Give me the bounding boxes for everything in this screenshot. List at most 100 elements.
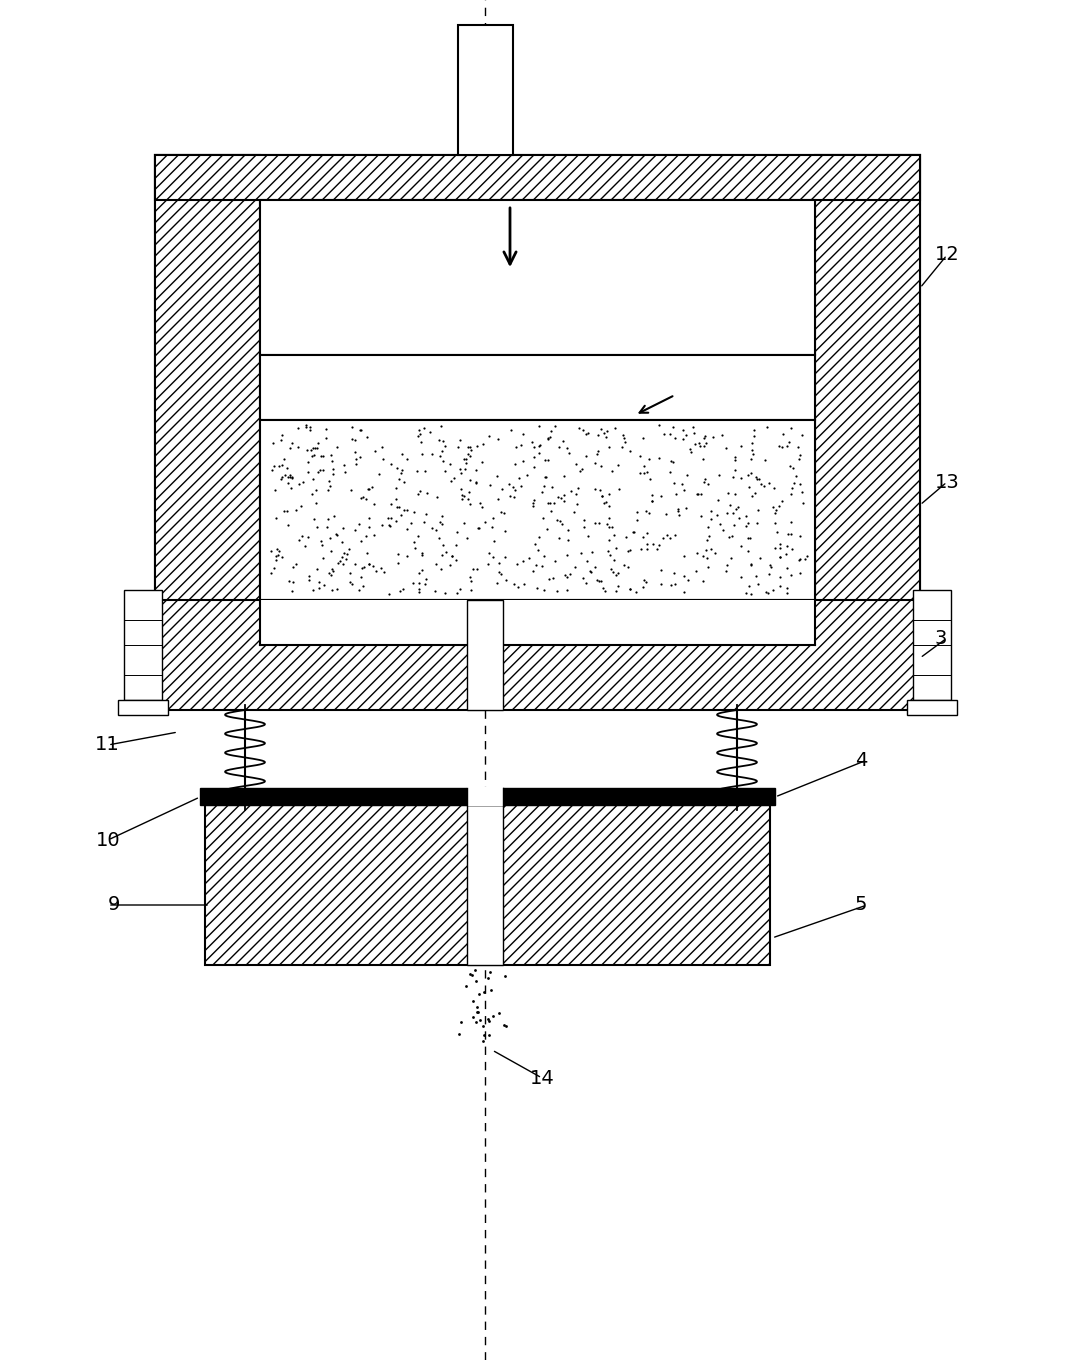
Point [358,426,376,447]
Point [670,498,687,520]
Point [607,416,624,438]
Point [590,441,607,462]
Point [782,564,799,586]
Point [674,419,691,441]
Point [304,445,321,466]
Point [320,509,337,530]
Point [382,492,399,514]
Point [676,479,693,500]
Point [490,1002,507,1024]
Point [491,552,508,574]
Point [353,530,370,552]
Point [767,513,784,534]
Point [688,560,705,582]
Point [456,447,473,469]
Point [764,579,781,601]
Point [541,426,559,447]
Point [357,488,374,510]
Bar [467,600,503,710]
Point [605,562,622,583]
Point [608,564,625,586]
Point [387,510,404,532]
Point [303,439,320,461]
Point [496,520,514,541]
Point [697,468,714,490]
Point [774,423,791,445]
Point [745,424,762,446]
Point [568,492,585,514]
Point [549,486,566,507]
Point [607,579,624,601]
Point [411,423,428,445]
Point [601,529,618,551]
Point [661,528,678,549]
Point [639,461,656,483]
Point [459,488,476,510]
Point [427,520,444,541]
Point [446,466,463,488]
Point [699,517,716,539]
Point [622,441,639,462]
Point [638,499,655,521]
Point [355,556,372,578]
Point [761,563,778,585]
Point [461,445,478,466]
Point [670,500,687,522]
Point [682,438,699,460]
Point [727,446,744,468]
Point [502,419,519,441]
Point [654,526,671,548]
Bar [815,155,920,620]
Point [412,480,429,502]
Point [305,509,322,530]
Point [486,530,503,552]
Point [370,462,387,484]
Point [659,524,676,545]
Point [393,503,410,525]
Point [743,439,760,461]
Point [284,468,301,490]
Point [274,454,291,476]
Point [706,541,723,563]
Point [367,560,384,582]
Point [574,419,591,441]
Point [778,556,795,578]
Point [334,517,351,539]
Point [379,507,396,529]
Point [453,461,470,483]
Point [574,458,591,480]
Point [363,476,380,498]
Point [409,460,426,481]
Point [353,419,370,441]
Point [293,525,310,547]
Point [664,562,682,583]
Point [724,502,742,524]
Point [279,466,296,488]
Point [560,529,577,551]
Point [521,547,538,568]
Point [461,437,478,458]
Point [490,428,507,450]
Point [509,577,526,598]
Point [783,476,800,498]
Point [493,477,510,499]
Point [592,480,609,502]
Point [746,419,763,441]
Point [284,466,301,488]
Point [470,983,487,1005]
Point [712,513,729,534]
Point [351,579,368,601]
Point [531,442,548,464]
Point [417,503,434,525]
Point [470,1001,487,1023]
Point [340,537,357,559]
Point [515,549,532,571]
Point [602,558,620,579]
Point [492,502,509,524]
Point [547,415,564,437]
Point [322,475,339,496]
Point [335,543,352,564]
Point [479,1008,496,1030]
Bar [467,787,503,806]
Point [692,435,709,457]
